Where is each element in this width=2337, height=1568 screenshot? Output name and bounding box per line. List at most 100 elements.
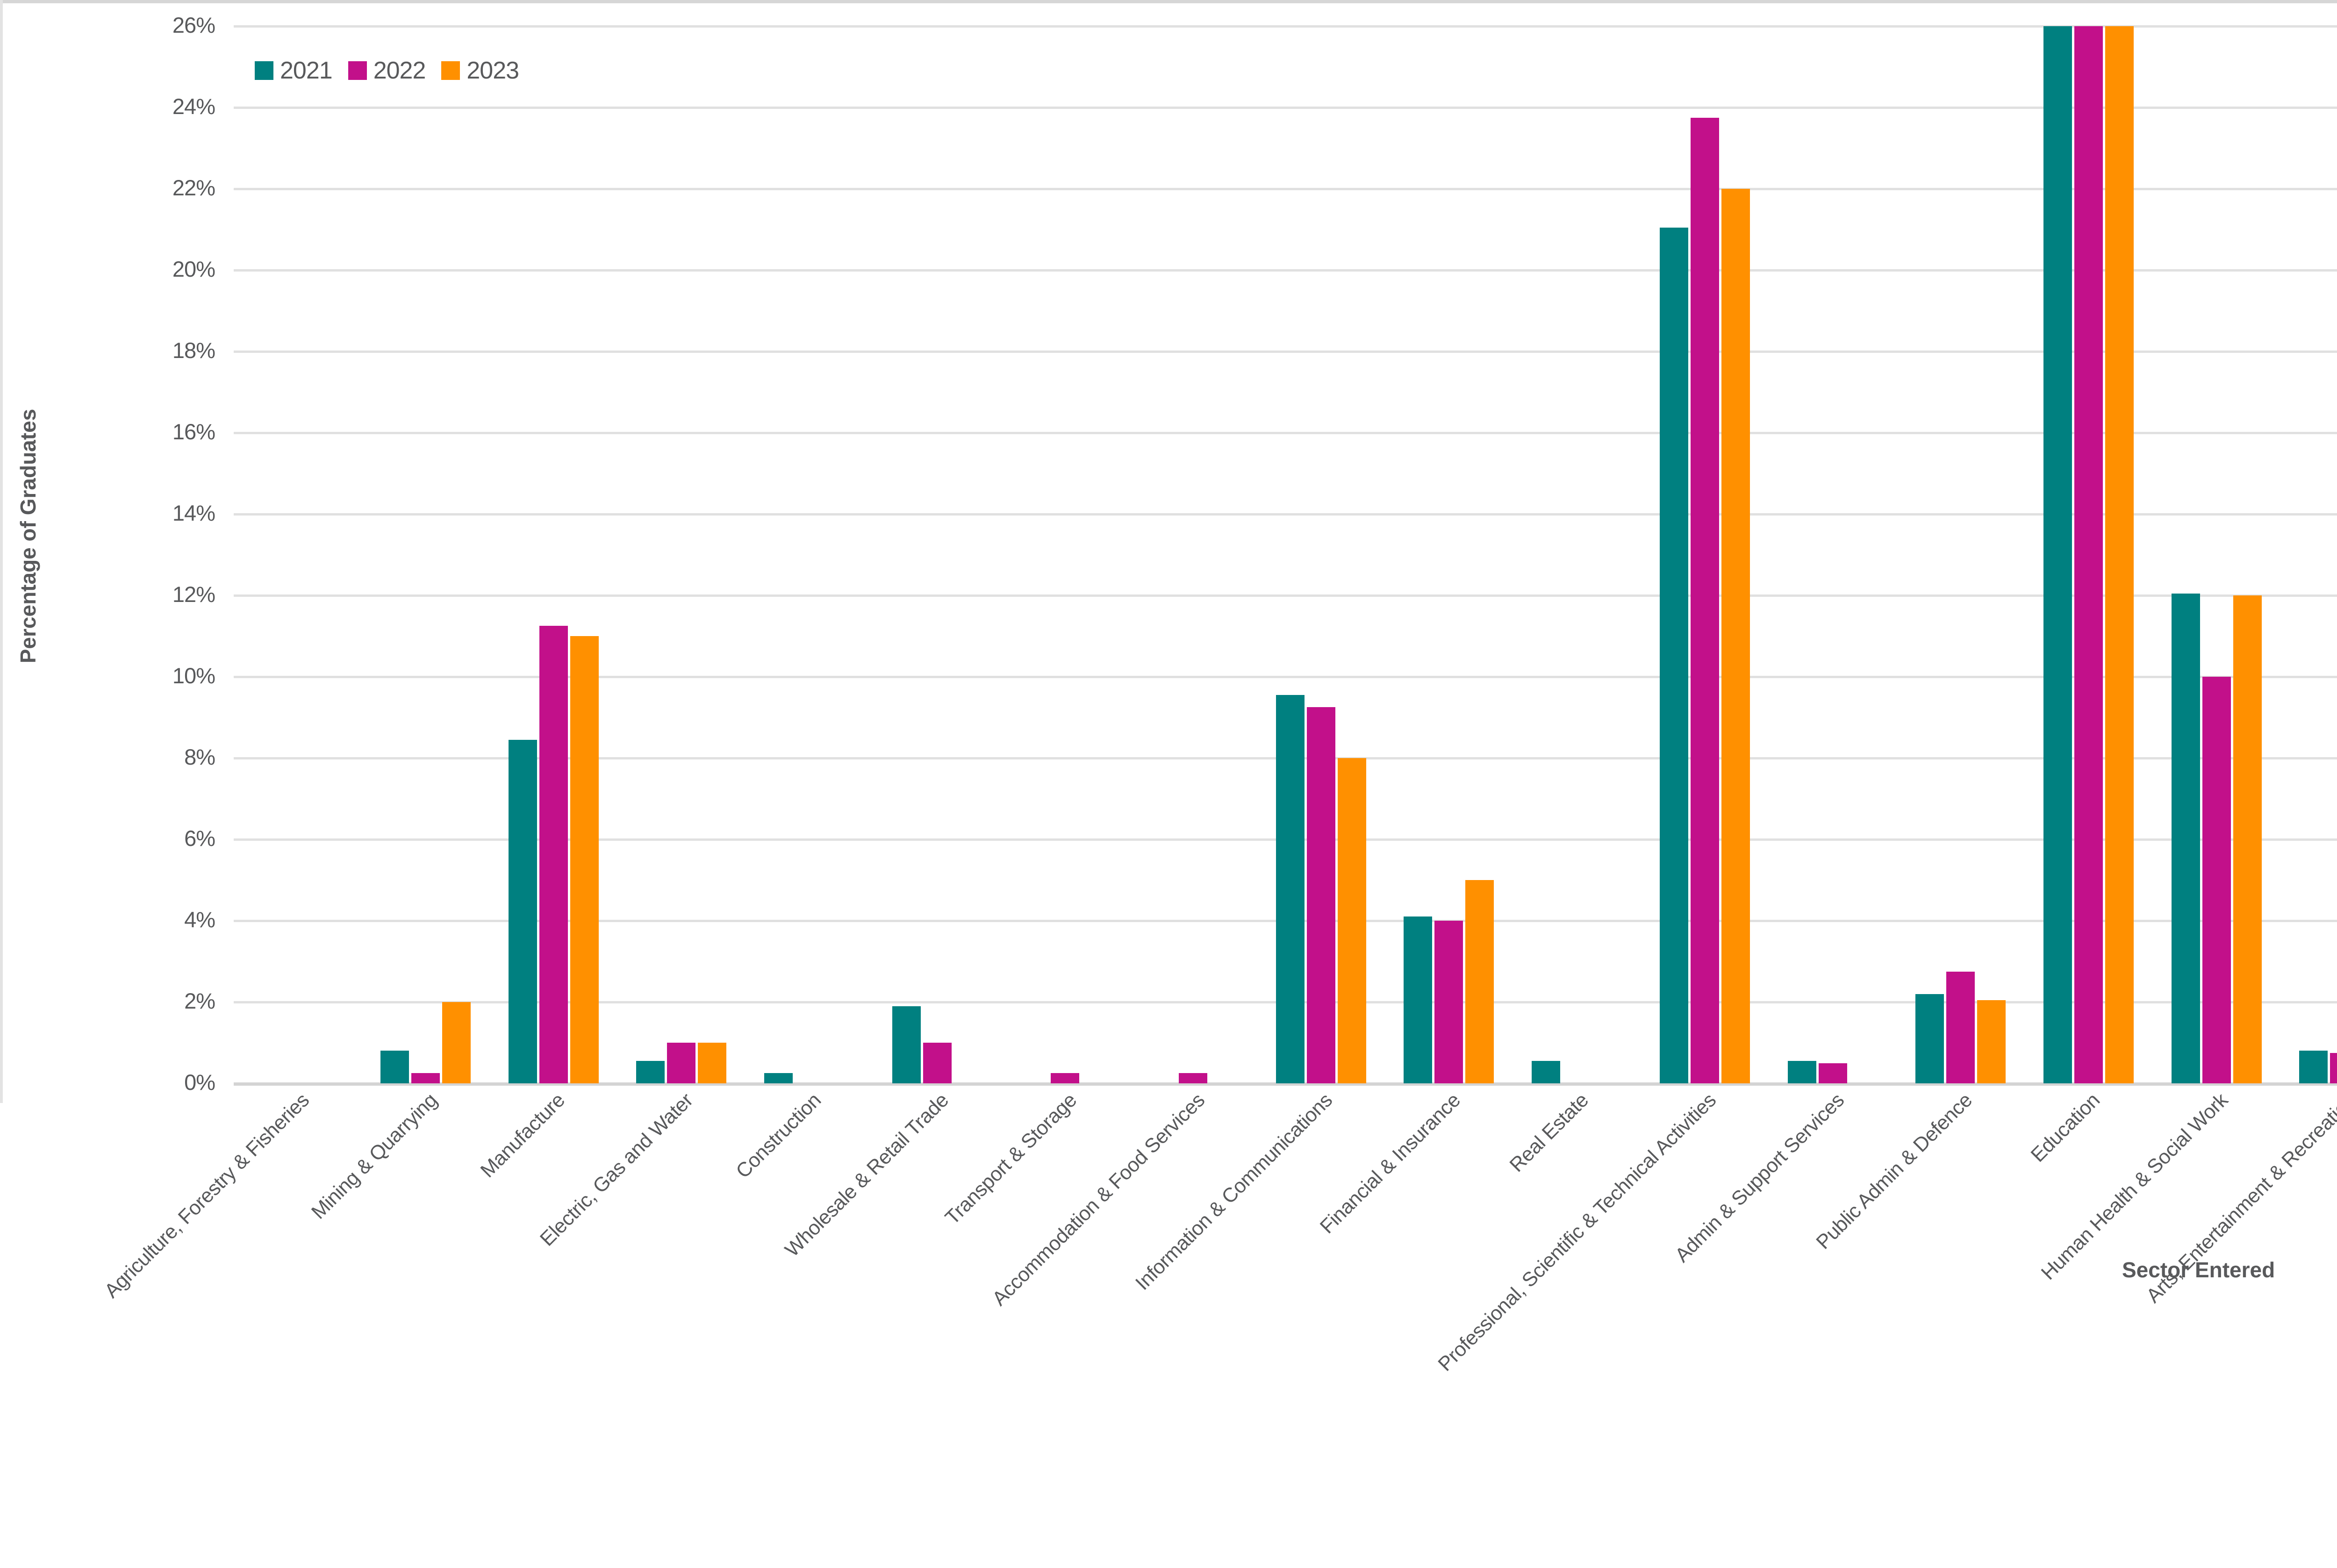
bar[interactable]	[1465, 880, 1494, 1083]
x-axis-tick-label: Wholesale & Retail Trade	[781, 1089, 953, 1261]
y-axis-tick-label: 22%	[172, 175, 215, 200]
y-axis-tick-label: 6%	[184, 826, 215, 851]
gridline	[234, 513, 2337, 516]
x-axis-tick-label: Transport & Storage	[940, 1089, 1081, 1229]
bar-series-container	[234, 26, 2337, 1083]
top-border-rule	[0, 0, 2337, 3]
bar-group	[1129, 26, 1257, 1083]
y-axis-tick-label: 24%	[172, 94, 215, 119]
x-axis-tick-label: Manufacture	[476, 1089, 570, 1182]
gridline	[234, 676, 2337, 678]
y-axis-tick-label: 26%	[172, 13, 215, 37]
x-axis-tick-label: Arts, Entertainment & Recreation	[2142, 1089, 2337, 1308]
bar[interactable]	[380, 1051, 409, 1083]
legend-label: 2022	[373, 57, 426, 84]
bar-group	[362, 26, 490, 1083]
bar[interactable]	[442, 1002, 471, 1083]
bar[interactable]	[2202, 677, 2231, 1083]
bar-group	[2152, 26, 2280, 1083]
bar[interactable]	[1276, 695, 1305, 1083]
x-axis-tick-label: Professional, Scientific & Technical Act…	[1434, 1089, 1721, 1376]
bar[interactable]	[1404, 916, 1433, 1083]
legend-swatch-icon	[255, 61, 273, 80]
bar[interactable]	[2233, 595, 2262, 1083]
bar[interactable]	[411, 1073, 440, 1083]
gridline	[234, 269, 2337, 272]
y-axis-tick-label: 10%	[172, 663, 215, 688]
bar[interactable]	[1532, 1061, 1561, 1083]
gridline	[234, 594, 2337, 597]
x-axis-tick-label: Public Admin & Defence	[1812, 1089, 1977, 1254]
bar[interactable]	[2105, 26, 2134, 1083]
gridline	[234, 25, 2337, 28]
bar[interactable]	[764, 1073, 793, 1083]
bar[interactable]	[636, 1061, 665, 1083]
legend-item-2023[interactable]: 2023	[441, 58, 519, 83]
bar-group	[746, 26, 874, 1083]
bar[interactable]	[1051, 1073, 1080, 1083]
bar[interactable]	[1659, 227, 1688, 1083]
bar-group	[1897, 26, 2025, 1083]
legend-item-2022[interactable]: 2022	[348, 58, 426, 83]
bar[interactable]	[1721, 189, 1750, 1083]
x-axis-tick-label: Real Estate	[1505, 1089, 1593, 1177]
bar-group	[2025, 26, 2153, 1083]
y-axis-tick-label: 8%	[184, 745, 215, 769]
bar[interactable]	[1306, 707, 1335, 1083]
bar[interactable]	[1915, 994, 1944, 1083]
legend-label: 2023	[466, 57, 519, 84]
plot-area	[234, 25, 2337, 1086]
bar-group	[489, 26, 617, 1083]
legend-item-2021[interactable]: 2021	[255, 57, 333, 84]
bar[interactable]	[2330, 1052, 2337, 1083]
bar[interactable]	[698, 1043, 727, 1083]
bar-group	[2280, 26, 2337, 1083]
y-axis-tick-labels: 26% 24% 22% 20% 18% 16% 14% 12% 10% 8% 6% 4% 2% 0%	[84, 13, 215, 1095]
bar[interactable]	[1977, 1000, 2006, 1083]
bar[interactable]	[2171, 593, 2200, 1083]
bar[interactable]	[539, 626, 568, 1083]
bar[interactable]	[1946, 971, 1975, 1083]
x-axis-title: Sector Entered	[2122, 1258, 2275, 1282]
chart-legend: 2021 2022 2023	[255, 58, 519, 83]
gridline	[234, 188, 2337, 190]
y-axis-tick-label: 0%	[184, 1070, 215, 1095]
legend-swatch-icon	[348, 61, 367, 80]
bar[interactable]	[2299, 1051, 2328, 1083]
bar[interactable]	[570, 636, 599, 1083]
legend-label: 2021	[280, 57, 333, 84]
x-axis-tick-label: Human Health & Social Work	[2037, 1089, 2233, 1284]
bar[interactable]	[2074, 26, 2103, 1083]
gridline	[234, 1082, 2337, 1086]
bar[interactable]	[892, 1006, 921, 1083]
bar-group	[1257, 26, 1385, 1083]
y-axis-tick-label: 20%	[172, 257, 215, 281]
bar[interactable]	[1337, 758, 1366, 1083]
bar[interactable]	[1179, 1073, 1208, 1083]
bar-group	[617, 26, 746, 1083]
y-axis-tick-label: 18%	[172, 338, 215, 363]
bar[interactable]	[2043, 26, 2072, 1083]
bar[interactable]	[1690, 117, 1719, 1083]
bar[interactable]	[923, 1043, 952, 1083]
x-axis-tick-label: Information & Communications	[1131, 1089, 1337, 1295]
x-axis-tick-label: Electric, Gas and Water	[536, 1089, 697, 1251]
y-axis-tick-label: 4%	[184, 907, 215, 932]
bar[interactable]	[508, 739, 537, 1083]
bar-group	[1641, 26, 1769, 1083]
bar[interactable]	[667, 1043, 696, 1083]
left-border-rule	[0, 0, 3, 1103]
bar[interactable]	[1818, 1063, 1847, 1083]
bar[interactable]	[1787, 1061, 1816, 1083]
y-axis-tick-label: 12%	[172, 582, 215, 607]
legend-swatch-icon	[441, 61, 460, 80]
y-axis-title: Percentage of Graduates	[16, 408, 40, 664]
x-axis-tick-label: Accommodation & Food Services	[988, 1089, 1209, 1310]
bar-group	[234, 26, 362, 1083]
gridline	[234, 107, 2337, 109]
y-axis-tick-label: 2%	[184, 988, 215, 1013]
bar[interactable]	[1434, 921, 1463, 1083]
x-axis-tick-label: Financial & Insurance	[1316, 1089, 1465, 1238]
bar-group	[1001, 26, 1129, 1083]
x-axis-tick-label: Education	[2027, 1089, 2105, 1167]
